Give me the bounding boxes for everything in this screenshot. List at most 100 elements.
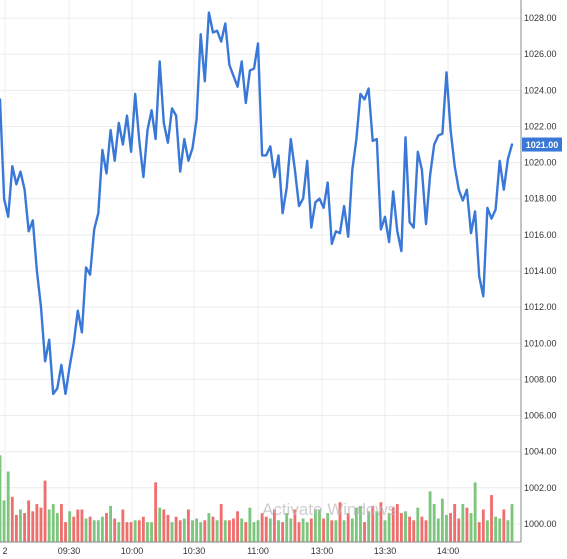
x-tick-label: 14:00 [437,546,460,556]
volume-bar [240,518,244,542]
x-tick-label: 13:30 [374,546,397,556]
volume-bar [178,520,182,542]
volume-bar [387,513,391,542]
volume-bar [186,509,190,542]
volume-bar [371,505,375,542]
volume-bar [219,504,223,542]
volume-bar [105,513,108,542]
y-tick-label: 1026.00 [524,49,557,59]
volume-bar [121,509,125,542]
price-line [0,11,514,396]
y-tick-label: 1012.00 [524,302,557,312]
volume-bar [72,516,76,542]
x-tick-label: 09:30 [58,546,81,556]
price-line-layer [0,11,514,396]
volume-bar [232,518,235,542]
volume-bar [117,522,121,542]
y-tick-label: 1010.00 [524,338,557,348]
y-tick-label: 1022.00 [524,121,557,131]
volume-bar [162,509,166,542]
volume-bar [420,516,424,542]
volume-bar [469,513,473,542]
volume-bar [268,518,272,542]
watermark-text: Activate Windows [262,500,396,519]
volume-bar [440,498,444,542]
volume-bar [133,520,137,542]
volume-bar [154,482,158,542]
volume-bar [199,522,203,542]
volume-bar [436,518,440,542]
volume-bar [203,520,207,542]
volume-bar [285,513,289,542]
last-price-label: 1021.00 [526,140,559,150]
volume-bar [227,520,231,542]
x-tick-label: 13:00 [311,546,334,556]
volume-bar [137,520,141,542]
volume-bar [326,513,330,542]
volume-bar [248,507,252,542]
volume-bar [113,518,117,542]
volume-bar [395,504,399,542]
volume-bar [10,496,14,542]
volume-bar [76,509,80,542]
y-tick-label: 1008.00 [524,374,557,384]
volume-bar [125,522,129,542]
volume-bar [256,520,260,542]
volume-bar [2,500,6,542]
volume-bar [84,518,88,542]
volume-bar [19,509,22,542]
volume-bar [277,520,280,542]
volume-bar [150,522,153,542]
x-tick-label: 11:00 [247,546,269,556]
volume-bar [297,522,301,542]
volume-bar [486,520,489,542]
volume-bar [412,520,416,542]
volume-bar [0,455,2,542]
volume-bar [260,513,264,542]
volume-bar [223,520,227,542]
volume-bar [391,507,395,542]
volume-bar [51,504,55,542]
volume-bar [39,507,43,542]
volume-bar [207,513,211,542]
volume-bars [0,455,514,542]
volume-bar [293,509,297,542]
volume-bar [363,522,366,542]
volume-bar [166,514,170,542]
volume-bar [141,516,145,542]
volume-bar [404,511,407,542]
volume-bar [27,500,31,542]
volume-bar [379,502,383,542]
volume-bar [35,504,39,542]
volume-bar [498,518,502,542]
volume-bar [465,507,469,542]
volume-bar [461,504,465,542]
y-tick-label: 1024.00 [524,85,557,95]
volume-bar [408,516,412,542]
y-tick-label: 1006.00 [524,411,557,421]
volume-bar [367,511,371,542]
volume-bar [350,518,354,542]
volume-bar [289,518,293,542]
x-tick-label: 2 [2,546,7,556]
volume-bar [375,511,379,542]
volume-bar [64,522,67,542]
volume-bar [416,507,420,542]
volume-bar [506,520,510,542]
volume-bar [60,504,63,542]
y-tick-label: 1014.00 [524,266,557,276]
volume-bar [129,522,133,542]
volume-bar [100,516,104,542]
volume-bar [445,514,448,542]
volume-bar [80,509,84,542]
y-tick-label: 1018.00 [524,194,557,204]
volume-bar [338,502,342,542]
y-tick-label: 1020.00 [524,158,557,168]
y-tick-label: 1000.00 [524,519,557,529]
y-tick-label: 1004.00 [524,447,557,457]
volume-bar [494,516,498,542]
volume-bar [174,516,178,542]
volume-bar [236,511,239,542]
